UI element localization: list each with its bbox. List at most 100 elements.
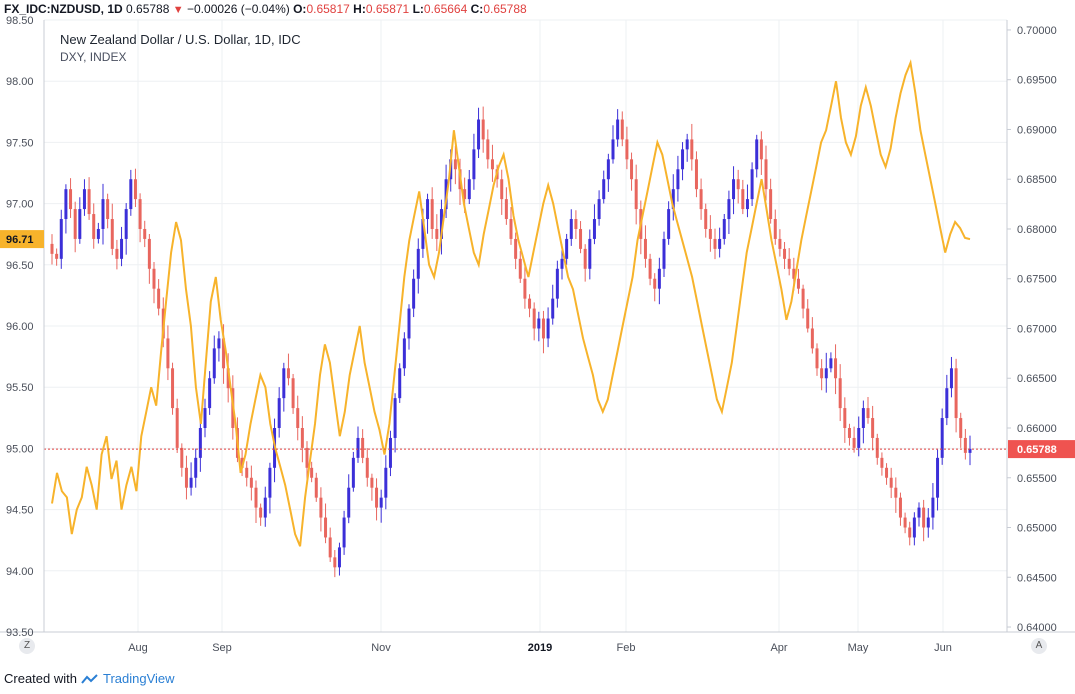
right-tick-label: 0.69500 xyxy=(1017,75,1057,87)
last-price-badge xyxy=(1008,440,1075,459)
candle-body xyxy=(657,268,661,289)
candle-body xyxy=(351,457,355,488)
candle-body xyxy=(435,228,439,239)
right-tick-label: 0.67500 xyxy=(1017,274,1057,286)
candle-body xyxy=(597,199,601,220)
candle-body xyxy=(708,228,712,239)
candle-body xyxy=(611,139,615,160)
x-tick-label: Sep xyxy=(212,642,232,654)
candle-body xyxy=(741,189,745,210)
candle-body xyxy=(143,228,147,239)
symbol-name[interactable]: FX_IDC:NZDUSD, 1D xyxy=(4,2,123,16)
candle-body xyxy=(769,189,773,220)
candle-body xyxy=(69,189,73,210)
candle-body xyxy=(806,308,810,329)
candle-body xyxy=(166,338,170,369)
candle-body xyxy=(592,219,596,239)
candle-body xyxy=(750,169,754,200)
right-tick-label: 0.70000 xyxy=(1017,25,1057,37)
right-tick-label: 0.65000 xyxy=(1017,523,1057,535)
candle-body xyxy=(625,139,629,160)
candle-body xyxy=(894,487,898,498)
candle-body xyxy=(551,298,555,319)
candle-body xyxy=(722,219,726,239)
candle-body xyxy=(810,328,814,349)
candle-body xyxy=(407,308,411,339)
candle-body xyxy=(152,268,156,289)
candle-body xyxy=(787,258,791,269)
candle-body xyxy=(189,477,193,488)
candle-body xyxy=(96,228,100,239)
candle-body xyxy=(602,179,606,200)
candle-body xyxy=(416,248,420,279)
candle-body xyxy=(73,209,77,239)
candle-body xyxy=(759,139,763,160)
candle-body xyxy=(300,428,304,448)
overlay-label[interactable]: DXY, INDEX xyxy=(60,50,127,64)
dxy-current-badge xyxy=(0,230,44,249)
right-tick-label: 0.68500 xyxy=(1017,174,1057,186)
candle-body xyxy=(824,368,828,379)
low-value: 0.65664 xyxy=(423,2,468,16)
candle-body xyxy=(875,437,879,458)
last-price-badge-text: 0.65788 xyxy=(1017,444,1057,456)
candle-body xyxy=(815,348,819,369)
right-tick-label: 0.69000 xyxy=(1017,124,1057,136)
candle-body xyxy=(662,238,666,269)
candle-body xyxy=(259,507,263,518)
axes: 98.50 98.00 97.50 97.00 96.50 96.00 95.50 95.00… xyxy=(0,15,1075,670)
right-tick-label: 0.65500 xyxy=(1017,473,1057,485)
candle-body xyxy=(694,159,698,190)
candle-body xyxy=(115,248,119,259)
left-tick-label: 95.50 xyxy=(6,382,34,394)
candle-body xyxy=(648,258,652,279)
candle-body xyxy=(861,408,865,428)
candle-body xyxy=(157,288,161,309)
candle-body xyxy=(801,288,805,309)
candle-body xyxy=(968,448,972,453)
candle-body xyxy=(690,139,694,160)
candle-body xyxy=(365,457,369,478)
candle-body xyxy=(634,179,638,210)
right-tick-label: 0.64500 xyxy=(1017,572,1057,584)
candle-body xyxy=(574,219,578,229)
candle-body xyxy=(565,238,569,259)
right-tick-label: 0.66500 xyxy=(1017,373,1057,385)
high-label: H: xyxy=(353,2,366,16)
left-scale-button[interactable]: Z xyxy=(19,638,35,654)
candle-body xyxy=(439,209,443,239)
price-change: −0.00026 (−0.04%) xyxy=(187,2,290,16)
candle-body xyxy=(671,189,675,210)
symbol-header: FX_IDC:NZDUSD, 1D 0.65788 ▼ −0.00026 (−0… xyxy=(4,2,527,16)
candle-body xyxy=(254,487,258,508)
candle-body xyxy=(588,238,592,269)
candle-body xyxy=(713,238,717,249)
time-axis-bg xyxy=(0,632,1075,670)
x-tick-label: Nov xyxy=(371,642,391,654)
tradingview-brand[interactable]: TradingView xyxy=(102,671,175,686)
open-label: O: xyxy=(293,2,307,16)
candle-body xyxy=(310,467,314,478)
auto-scale-button[interactable]: A xyxy=(1031,638,1047,654)
candle-body xyxy=(481,119,485,140)
candle-body xyxy=(847,428,851,438)
candle-body xyxy=(50,243,54,254)
candle-body xyxy=(931,497,935,518)
nzdusd-candles xyxy=(50,106,972,578)
close-label: C: xyxy=(470,2,484,16)
candle-body xyxy=(82,189,86,210)
candle-body xyxy=(101,199,105,229)
candle-body xyxy=(736,179,740,190)
candle-body xyxy=(829,358,833,369)
left-tick-label: 96.50 xyxy=(6,260,34,272)
candle-body xyxy=(361,437,365,458)
candle-body xyxy=(133,179,137,200)
candle-body xyxy=(421,219,425,249)
candle-body xyxy=(393,398,397,438)
x-tick-label: Apr xyxy=(770,642,787,654)
candle-body xyxy=(180,447,184,468)
candle-body xyxy=(523,278,527,299)
change-down-icon: ▼ xyxy=(172,4,184,16)
candle-body xyxy=(546,318,550,339)
